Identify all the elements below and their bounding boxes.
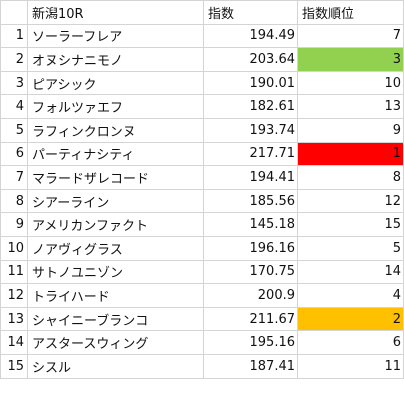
table-row: 14 アスタースウィング 195.16 6	[0, 330, 404, 355]
cell-index-rank[interactable]: 12	[297, 188, 404, 214]
cell-index-rank[interactable]: 3	[297, 47, 404, 72]
cell-index-value[interactable]: 200.9	[203, 283, 298, 308]
table-row: 11 サトノユニゾン 170.75 14	[0, 259, 404, 285]
cell-horse-number[interactable]: 5	[0, 117, 28, 143]
cell-index-value[interactable]: 182.61	[203, 94, 298, 119]
cell-horse-number[interactable]: 1	[0, 23, 28, 49]
cell-index-rank[interactable]: 9	[297, 117, 404, 143]
cell-horse-number[interactable]: 2	[0, 47, 28, 72]
header-cell-race[interactable]: 新潟10R	[27, 0, 204, 25]
cell-horse-name[interactable]: シスル	[27, 353, 204, 379]
cell-horse-number[interactable]: 7	[0, 165, 28, 190]
table-row: 6 パーティナシティ 217.71 1	[0, 141, 404, 167]
cell-index-value[interactable]: 194.49	[203, 23, 298, 49]
cell-horse-number[interactable]: 3	[0, 70, 28, 96]
cell-index-rank[interactable]: 1	[297, 141, 404, 167]
cell-index-rank[interactable]: 10	[297, 70, 404, 96]
cell-horse-name[interactable]: マラードザレコード	[27, 165, 204, 190]
cell-index-rank[interactable]: 6	[297, 330, 404, 355]
cell-index-value[interactable]: 217.71	[203, 141, 298, 167]
cell-index-rank[interactable]: 8	[297, 165, 404, 190]
cell-horse-name[interactable]: シアーライン	[27, 188, 204, 214]
cell-horse-name[interactable]: アスタースウィング	[27, 330, 204, 355]
cell-horse-name[interactable]: シャイニーブランコ	[27, 306, 204, 332]
header-cell-index[interactable]: 指数	[203, 0, 298, 25]
cell-index-value[interactable]: 211.67	[203, 306, 298, 332]
cell-horse-name[interactable]: ラフィンクロンヌ	[27, 117, 204, 143]
cell-index-value[interactable]: 185.56	[203, 188, 298, 214]
cell-index-value[interactable]: 187.41	[203, 353, 298, 379]
table-row: 4 フォルツァエフ 182.61 13	[0, 94, 404, 119]
table-row: 15 シスル 187.41 11	[0, 353, 404, 379]
cell-horse-number[interactable]: 9	[0, 212, 28, 237]
cell-index-value[interactable]: 195.16	[203, 330, 298, 355]
cell-horse-number[interactable]: 4	[0, 94, 28, 119]
header-row: 新潟10R 指数 指数順位	[0, 0, 404, 25]
cell-index-rank[interactable]: 15	[297, 212, 404, 237]
cell-horse-name[interactable]: ピアシック	[27, 70, 204, 96]
cell-index-value[interactable]: 203.64	[203, 47, 298, 72]
cell-index-value[interactable]: 196.16	[203, 235, 298, 261]
cell-index-rank[interactable]: 7	[297, 23, 404, 49]
cell-index-rank[interactable]: 4	[297, 283, 404, 308]
cell-horse-name[interactable]: アメリカンファクト	[27, 212, 204, 237]
cell-index-rank[interactable]: 2	[297, 306, 404, 332]
cell-horse-number[interactable]: 11	[0, 259, 28, 285]
cell-index-rank[interactable]: 13	[297, 94, 404, 119]
cell-horse-number[interactable]: 14	[0, 330, 28, 355]
table-row: 8 シアーライン 185.56 12	[0, 188, 404, 214]
table-row: 7 マラードザレコード 194.41 8	[0, 165, 404, 190]
cell-horse-number[interactable]: 10	[0, 235, 28, 261]
cell-index-value[interactable]: 194.41	[203, 165, 298, 190]
cell-horse-name[interactable]: ソーラーフレア	[27, 23, 204, 49]
cell-index-rank[interactable]: 5	[297, 235, 404, 261]
cell-horse-number[interactable]: 13	[0, 306, 28, 332]
cell-index-rank[interactable]: 11	[297, 353, 404, 379]
table-row: 10 ノアヴィグラス 196.16 5	[0, 235, 404, 261]
table-row: 9 アメリカンファクト 145.18 15	[0, 212, 404, 237]
table-row: 5 ラフィンクロンヌ 193.74 9	[0, 117, 404, 143]
table-row: 12 トライハード 200.9 4	[0, 283, 404, 308]
cell-horse-number[interactable]: 12	[0, 283, 28, 308]
cell-index-value[interactable]: 190.01	[203, 70, 298, 96]
header-cell-rank[interactable]: 指数順位	[297, 0, 404, 25]
race-index-table: 新潟10R 指数 指数順位 1 ソーラーフレア 194.49 7 2 オヌシナニモノ 203…	[0, 0, 404, 379]
cell-horse-name[interactable]: サトノユニゾン	[27, 259, 204, 285]
cell-index-rank[interactable]: 14	[297, 259, 404, 285]
table-row: 3 ピアシック 190.01 10	[0, 70, 404, 96]
table-row: 2 オヌシナニモノ 203.64 3	[0, 47, 404, 72]
table-row: 13 シャイニーブランコ 211.67 2	[0, 306, 404, 332]
cell-horse-name[interactable]: パーティナシティ	[27, 141, 204, 167]
cell-index-value[interactable]: 193.74	[203, 117, 298, 143]
cell-horse-name[interactable]: フォルツァエフ	[27, 94, 204, 119]
cell-index-value[interactable]: 145.18	[203, 212, 298, 237]
table-row: 1 ソーラーフレア 194.49 7	[0, 23, 404, 49]
cell-horse-name[interactable]: トライハード	[27, 283, 204, 308]
header-cell-number[interactable]	[0, 0, 28, 25]
cell-horse-number[interactable]: 8	[0, 188, 28, 214]
cell-index-value[interactable]: 170.75	[203, 259, 298, 285]
cell-horse-number[interactable]: 6	[0, 141, 28, 167]
cell-horse-number[interactable]: 15	[0, 353, 28, 379]
cell-horse-name[interactable]: オヌシナニモノ	[27, 47, 204, 72]
cell-horse-name[interactable]: ノアヴィグラス	[27, 235, 204, 261]
